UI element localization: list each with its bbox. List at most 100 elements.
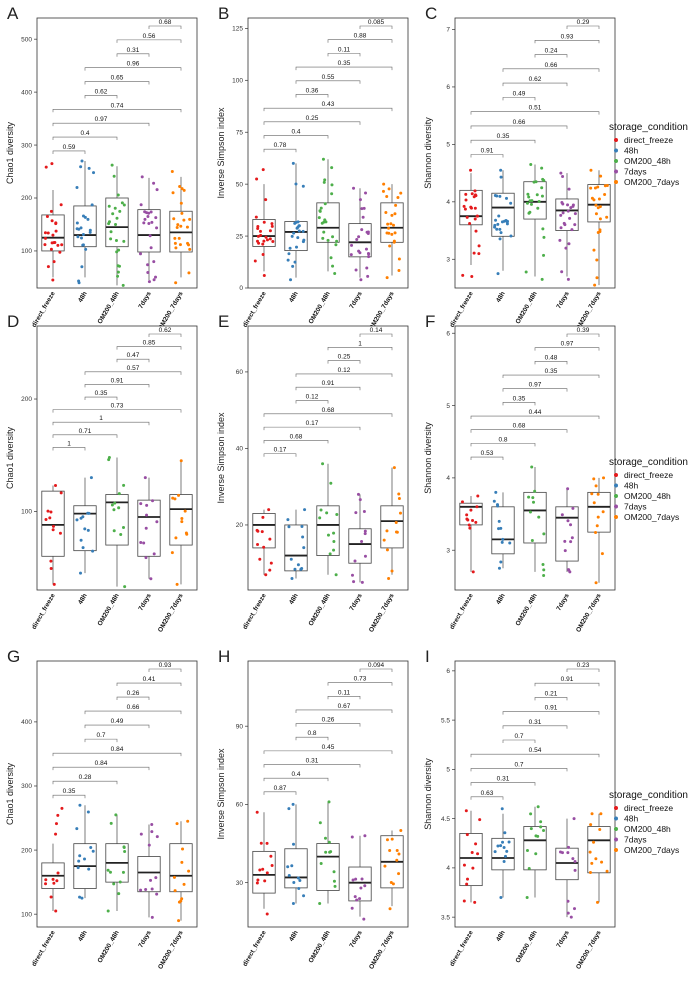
data-point-direct_freeze [268, 568, 272, 572]
legend: storage_condition direct_freeze48hOM200_4… [609, 790, 688, 855]
y-tick-label: 400 [21, 89, 32, 96]
data-point-OM200_7days [171, 191, 175, 195]
data-point-OM200_48h [109, 821, 113, 825]
data-point-7days [147, 280, 151, 284]
data-point-48h [80, 159, 84, 163]
data-point-48h [293, 221, 297, 225]
comparison-p-value: 0.44 [529, 409, 542, 416]
x-category-label: OM200_48h [97, 929, 121, 964]
data-point-OM200_7days [598, 827, 602, 831]
data-point-direct_freeze [476, 214, 480, 218]
data-point-OM200_7days [599, 174, 603, 178]
comparison-p-value: 0.66 [545, 62, 558, 69]
data-point-48h [499, 175, 503, 179]
data-point-direct_freeze [51, 524, 55, 528]
panel-letter: I [425, 647, 430, 666]
x-category-label: OM200_48h [308, 592, 332, 627]
comparison-p-value: 0.35 [497, 133, 510, 140]
data-point-OM200_7days [182, 218, 186, 222]
data-point-OM200_48h [327, 800, 331, 804]
data-point-direct_freeze [477, 244, 481, 248]
box-48h [491, 837, 515, 871]
data-point-48h [297, 229, 301, 233]
data-point-direct_freeze [56, 243, 60, 247]
data-point-OM200_48h [540, 166, 544, 170]
data-point-7days [362, 510, 366, 514]
data-point-direct_freeze [464, 809, 468, 813]
box-OM200_7days [587, 491, 611, 533]
data-point-7days [151, 499, 155, 503]
data-point-OM200_48h [327, 840, 331, 844]
data-point-7days [350, 243, 354, 247]
data-point-direct_freeze [466, 877, 470, 881]
comparison-bracket [470, 796, 504, 800]
data-point-7days [568, 216, 572, 220]
data-point-OM200_48h [330, 192, 334, 196]
data-point-direct_freeze [253, 259, 257, 263]
comparison-bracket [263, 791, 297, 795]
data-point-OM200_7days [183, 509, 187, 513]
comparison-bracket [52, 434, 118, 438]
data-point-direct_freeze [469, 168, 473, 172]
data-point-OM200_48h [328, 552, 332, 556]
data-point-direct_freeze [468, 526, 472, 530]
box-7days [555, 506, 579, 562]
x-category-label: OM200_48h [308, 290, 332, 325]
data-point-direct_freeze [54, 222, 58, 226]
y-tick-label: 0 [239, 285, 243, 292]
data-point-OM200_48h [541, 227, 545, 231]
data-point-7days [366, 274, 370, 278]
comparison-p-value: 0.25 [306, 115, 319, 122]
x-category-label: OM200_48h [308, 929, 332, 964]
data-point-direct_freeze [46, 265, 50, 269]
data-point-OM200_48h [526, 192, 530, 196]
data-point-OM200_48h [539, 820, 543, 824]
data-point-7days [155, 892, 159, 896]
data-point-OM200_48h [321, 157, 325, 161]
data-point-OM200_48h [540, 186, 544, 190]
comparison-p-value: 0.43 [322, 101, 335, 108]
data-point-48h [493, 850, 497, 854]
data-point-48h [497, 527, 501, 531]
data-point-OM200_48h [118, 880, 122, 884]
comparison-bracket [534, 54, 568, 58]
comparison-p-value: 0.68 [159, 19, 172, 26]
data-point-7days [148, 234, 152, 238]
data-point-48h [78, 895, 82, 899]
data-point-OM200_7days [593, 283, 597, 287]
plot-frame [247, 325, 409, 591]
comparison-p-value: 0.31 [306, 758, 319, 765]
data-point-48h [79, 226, 83, 230]
comparison-p-value: 0.49 [111, 718, 124, 725]
data-point-OM200_48h [323, 178, 327, 182]
data-point-7days [138, 252, 142, 256]
data-point-7days [152, 278, 156, 282]
data-point-direct_freeze [52, 260, 56, 264]
data-point-48h [289, 278, 293, 282]
data-point-7days [147, 221, 151, 225]
comparison-bracket [84, 67, 182, 71]
data-point-direct_freeze [472, 251, 476, 255]
x-category-label: OM200_48h [515, 592, 539, 627]
data-point-OM200_48h [530, 539, 534, 543]
data-point-48h [493, 194, 497, 198]
data-point-OM200_7days [391, 223, 395, 227]
y-tick-label: 30 [236, 880, 244, 887]
data-point-OM200_7days [596, 231, 600, 235]
data-point-direct_freeze [261, 515, 265, 519]
data-point-48h [81, 243, 85, 247]
comparison-bracket [263, 413, 393, 417]
data-point-OM200_7days [397, 497, 401, 501]
box-OM200_48h [105, 494, 129, 546]
data-point-direct_freeze [51, 528, 55, 532]
data-point-OM200_7days [594, 531, 598, 535]
y-tick-label: 20 [236, 522, 244, 529]
data-point-48h [86, 810, 90, 814]
legend-item-48h: 48h [624, 146, 638, 156]
data-point-7days [559, 226, 563, 230]
data-point-direct_freeze [43, 236, 47, 240]
comparison-bracket [566, 668, 600, 672]
comparison-p-value: 0.35 [513, 395, 526, 402]
data-point-48h [500, 807, 504, 811]
y-tick-label: 300 [21, 783, 32, 790]
